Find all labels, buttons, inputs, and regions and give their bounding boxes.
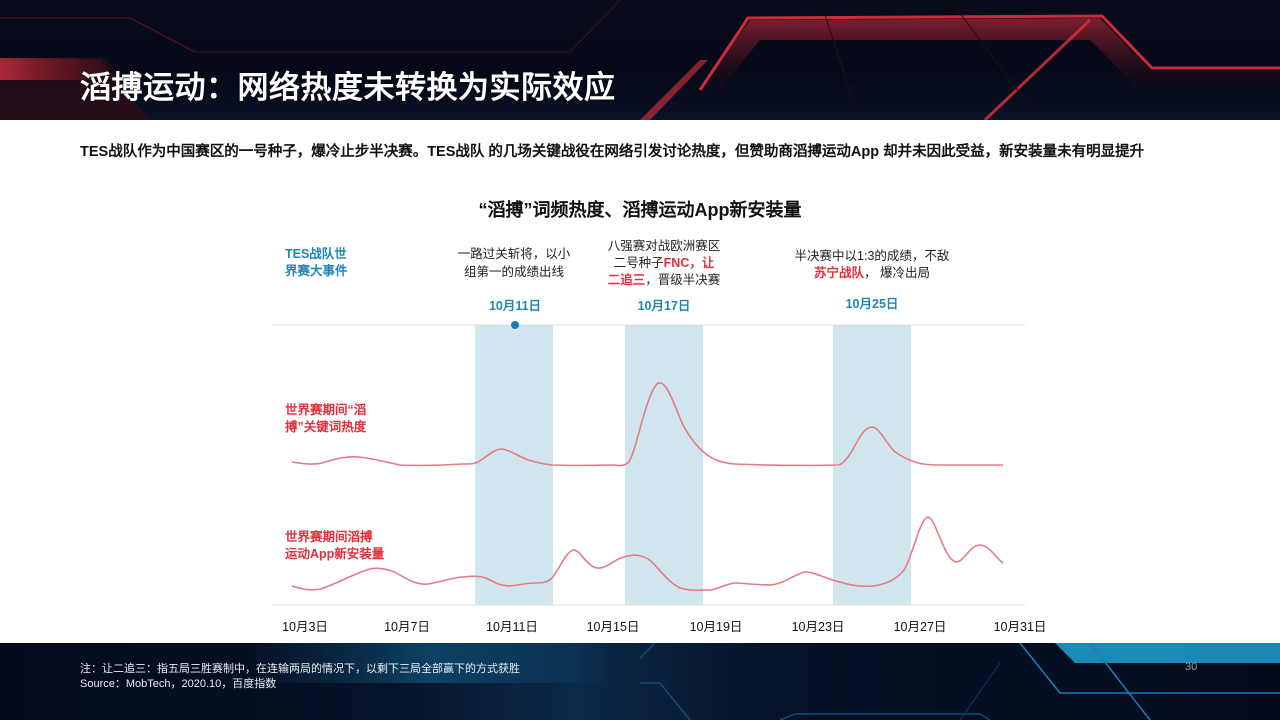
highlight-band-oct17 [625,325,703,605]
footer-banner [0,643,1280,720]
x-tick-label: 10月31日 [994,620,1047,634]
heat-line [291,382,1003,467]
annotation-2-line-3: 二追三，晋级半决赛 [608,272,721,287]
summary-text: TES战队作为中国赛区的一号种子，爆冷止步半决赛。TES战队 的几场关键战役在网… [80,144,1145,160]
x-tick-label: 10月27日 [894,620,947,634]
event-date-1: 10月11日 [489,299,541,313]
annotation-2-line-1: 八强赛对战欧洲赛区 [608,238,721,253]
chart-title: “滔搏”词频热度、滔搏运动App新安装量 [478,200,802,220]
row-label-heat-1: 世界赛期间“滔 [285,402,367,417]
event-marker-dot [511,321,519,329]
annotation-2-line-3-red: 二追三 [608,272,646,287]
annotation-3-line-2: 苏宁战队， 爆冷出局 [814,265,930,280]
row-label-events-1: TES战队世 [285,246,347,261]
x-tick-label: 10月23日 [792,620,845,634]
header-banner: 滔搏运动：网络热度未转换为实际效应 [0,0,1280,120]
annotation-2-line-2: 二号种子FNC，让 [614,255,715,270]
row-label-heat-2: 搏”关键词热度 [285,419,367,434]
annotation-1-line-2: 组第一的成绩出线 [464,264,565,279]
x-tick-label: 10月3日 [282,620,328,634]
footer-decoration [250,643,1280,720]
annotation-2-line-3-plain: ，晋级半决赛 [645,272,721,287]
annotation-3-line-2-red: 苏宁战队 [814,265,865,280]
annotation-3-line-1: 半决赛中以1:3的成绩，不敌 [795,248,950,263]
annotation-2-line-2-plain: 二号种子 [614,256,664,270]
row-label-events-2: 界赛大事件 [285,263,348,278]
highlight-band-oct11 [475,325,553,605]
annotation-2-line-2-red: FNC，让 [664,255,715,270]
installs-line [291,516,1004,591]
annotation-3-line-2-plain: ， 爆冷出局 [864,266,930,280]
source-citation: Source：MobTech，2020.10，百度指数 [80,678,277,690]
annotation-1-line-1: 一路过关斩将，以小 [458,246,571,261]
highlight-band-oct25 [833,325,911,605]
page-title: 滔搏运动：网络热度未转换为实际效应 [80,70,616,105]
x-tick-label: 10月11日 [486,620,538,634]
footnote: 注：让二追三：指五局三胜赛制中，在连输两局的情况下，以剩下三局全部赢下的方式获胜 [80,663,520,675]
event-date-2: 10月17日 [638,299,691,313]
row-label-installs-2: 运动App新安装量 [285,546,385,561]
header-decoration [0,0,1280,120]
x-tick-label: 10月7日 [384,620,430,634]
row-label-installs-1: 世界赛期间滔搏 [285,529,373,544]
x-tick-label: 10月15日 [587,620,640,634]
page-number: 30 [1185,661,1198,673]
event-date-3: 10月25日 [846,297,899,311]
x-tick-label: 10月19日 [690,620,743,634]
